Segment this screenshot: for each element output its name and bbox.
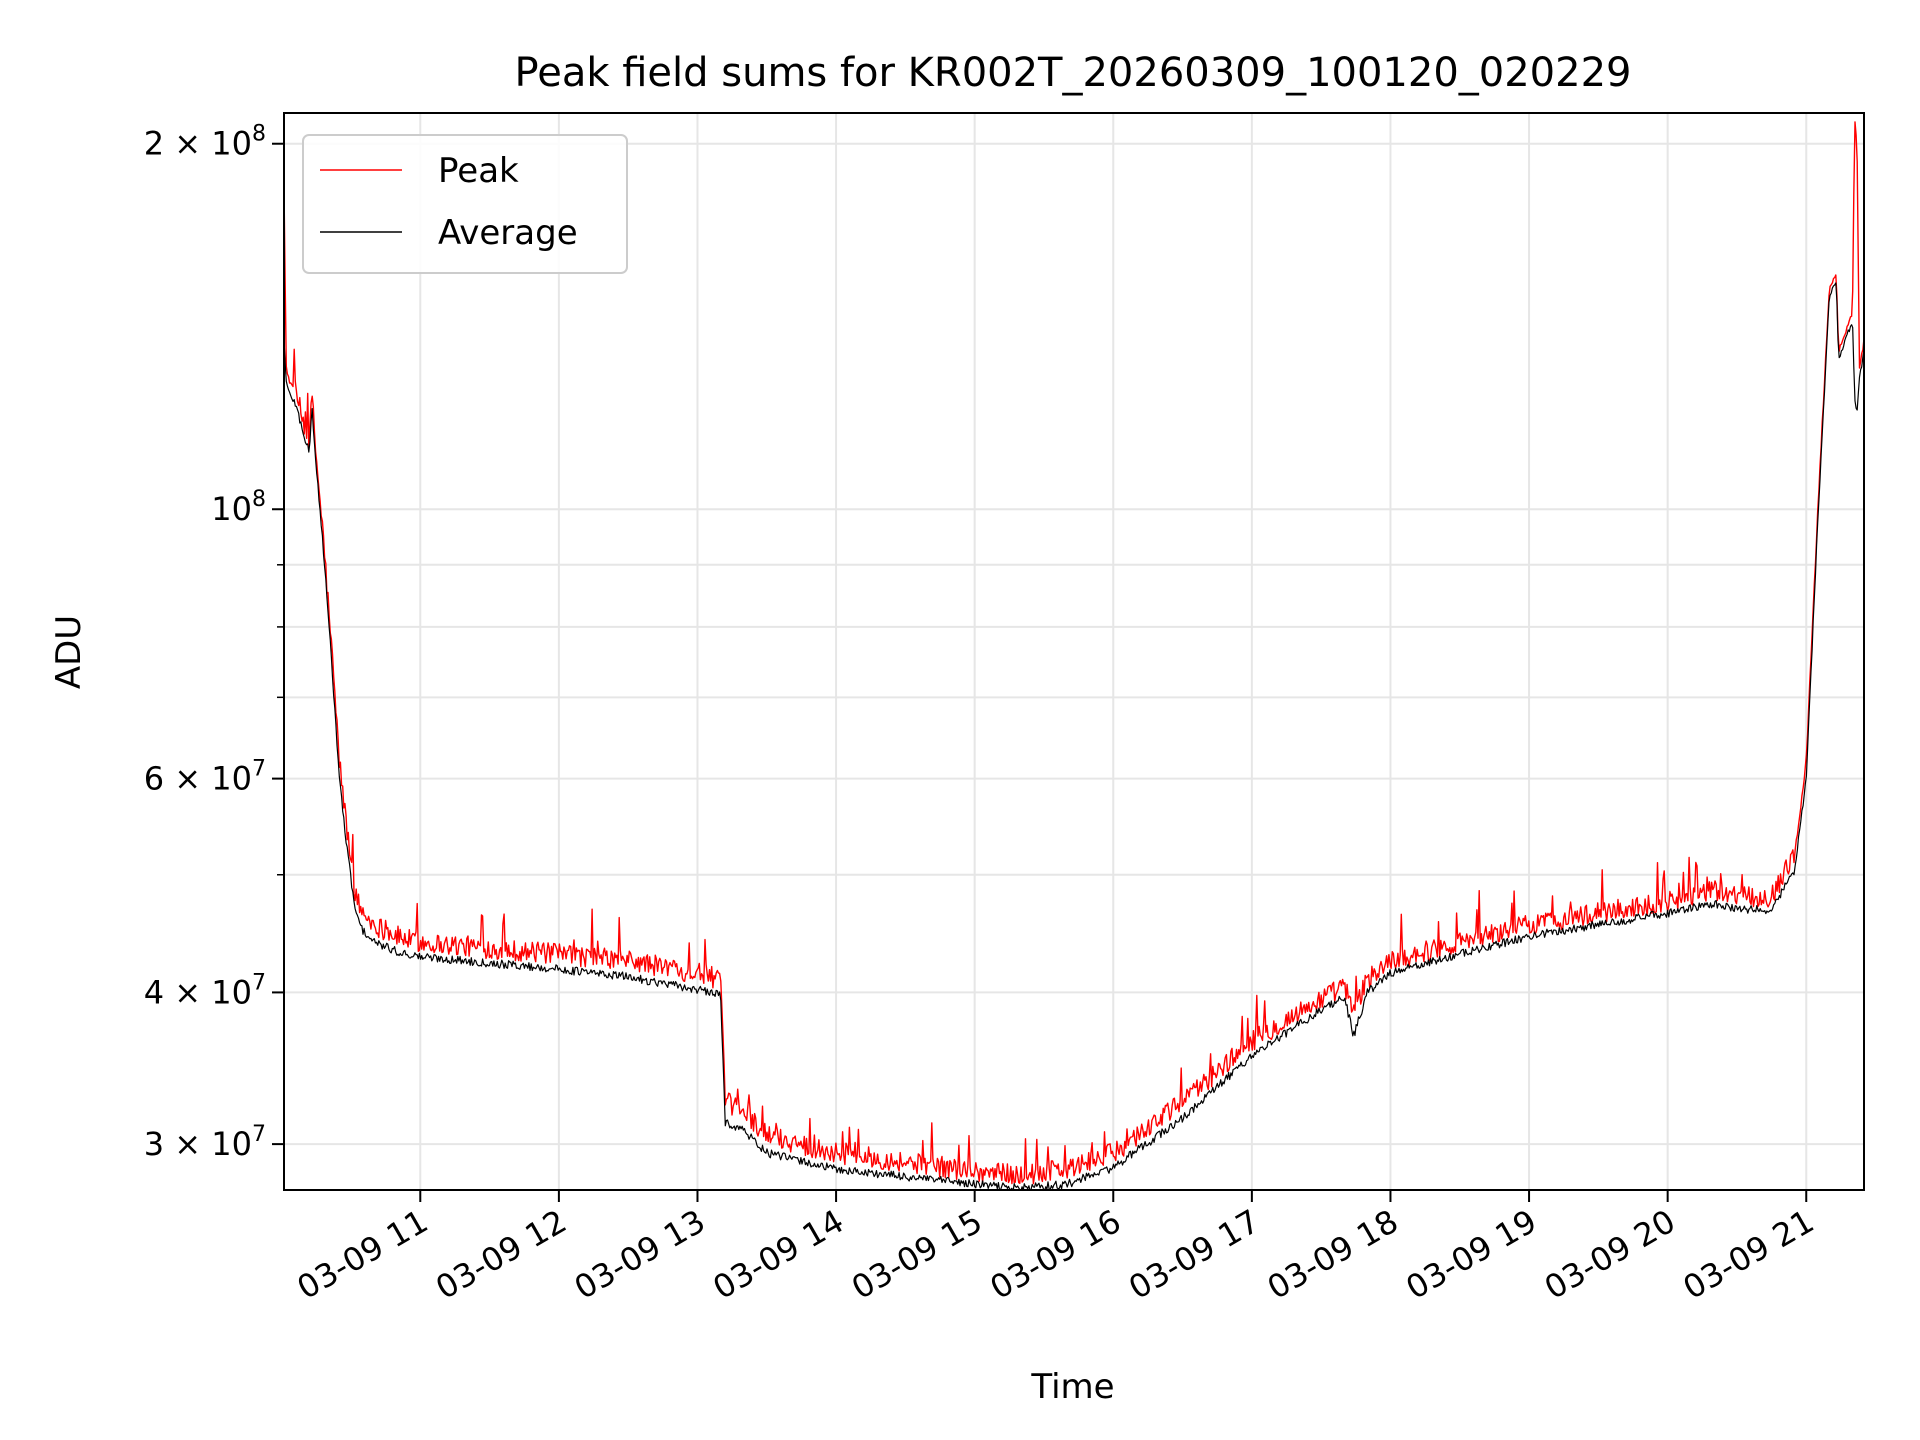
y-tick-times: × 10: [164, 125, 252, 163]
y-tick-label: 108: [211, 487, 266, 528]
series-line-peak: [284, 121, 1864, 1185]
plot-area: [284, 121, 1864, 1190]
y-tick-exponent: 8: [252, 487, 266, 512]
legend-label-peak: Peak: [438, 151, 519, 191]
y-tick-times: × 10: [164, 760, 252, 798]
chart-title: Peak field sums for KR002T_20260309_1001…: [515, 50, 1632, 96]
y-tick-label: 4 × 107: [144, 970, 266, 1011]
y-tick-mantissa: 2: [144, 125, 164, 163]
y-tick-label: 2 × 108: [144, 122, 266, 163]
legend: Peak Average: [302, 134, 628, 274]
y-axis-title: ADU: [49, 615, 89, 689]
y-tick-exponent: 7: [252, 970, 266, 995]
y-tick-times: × 10: [164, 1125, 252, 1163]
grid-lines: [284, 113, 1864, 1190]
y-tick-mantissa: 4: [144, 973, 164, 1011]
y-tick-base: 10: [211, 490, 252, 528]
y-tick-mantissa: 3: [144, 1125, 164, 1163]
series-line-average: [284, 282, 1864, 1190]
y-tick-exponent: 7: [252, 757, 266, 782]
y-tick-label: 3 × 107: [144, 1122, 266, 1163]
legend-label-average: Average: [438, 213, 578, 253]
y-tick-mantissa: 6: [144, 760, 164, 798]
y-tick-times: × 10: [164, 973, 252, 1011]
y-tick-exponent: 7: [252, 1122, 266, 1147]
x-axis-title: Time: [1030, 1367, 1114, 1407]
y-tick-label: 6 × 107: [144, 757, 266, 798]
plot-frame: [283, 112, 1865, 1191]
y-tick-exponent: 8: [252, 122, 266, 147]
